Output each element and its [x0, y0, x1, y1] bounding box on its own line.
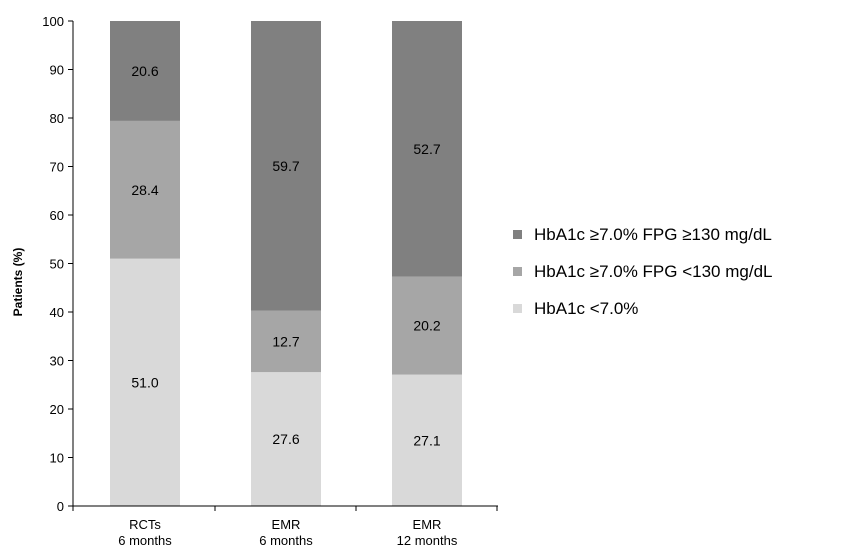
bar-segment	[251, 21, 321, 311]
data-label: 27.1	[413, 432, 440, 448]
data-label: 20.6	[131, 63, 158, 79]
legend-label: HbA1c ≥7.0% FPG ≥130 mg/dL	[534, 224, 772, 244]
y-tick-label: 30	[50, 354, 64, 369]
legend-swatch	[513, 230, 522, 239]
legend-item: HbA1c <7.0%	[513, 296, 772, 321]
y-axis-label: Patients (%)	[11, 248, 25, 317]
y-tick-label: 70	[50, 160, 64, 175]
legend-swatch	[513, 267, 522, 276]
bar-segment	[110, 258, 180, 506]
legend: HbA1c ≥7.0% FPG ≥130 mg/dL HbA1c ≥7.0% FP…	[513, 222, 772, 333]
y-tick-label: 90	[50, 63, 64, 78]
y-tick-label: 50	[50, 257, 64, 272]
legend-label: HbA1c ≥7.0% FPG <130 mg/dL	[534, 261, 773, 281]
data-label: 20.2	[413, 318, 440, 334]
bar-segment	[251, 310, 321, 373]
data-label: 59.7	[272, 158, 299, 174]
y-tick-label: 40	[50, 305, 64, 320]
x-tick-label: EMR 6 months	[259, 517, 313, 548]
legend-swatch	[513, 304, 522, 313]
data-label: 28.4	[131, 182, 158, 198]
data-label: 12.7	[272, 333, 299, 349]
y-tick-label: 20	[50, 402, 64, 417]
x-tick-label: RCTs 6 months	[118, 517, 172, 548]
x-tick-label: EMR 12 months	[397, 517, 458, 548]
legend-item: HbA1c ≥7.0% FPG <130 mg/dL	[513, 259, 772, 284]
y-tick-label: 10	[50, 451, 64, 466]
y-tick-label: 100	[42, 14, 64, 29]
bar-segment	[110, 21, 180, 121]
bar-segment	[251, 372, 321, 506]
bar-segment	[392, 374, 462, 506]
bar-segment	[110, 120, 180, 259]
y-tick-label: 60	[50, 208, 64, 223]
y-tick-label: 0	[57, 499, 64, 514]
y-tick-label: 80	[50, 111, 64, 126]
legend-item: HbA1c ≥7.0% FPG ≥130 mg/dL	[513, 222, 772, 247]
data-label: 52.7	[413, 141, 440, 157]
bar-segment	[392, 21, 462, 277]
bar-segment	[392, 276, 462, 375]
data-label: 27.6	[272, 431, 299, 447]
data-label: 51.0	[131, 374, 158, 390]
legend-label: HbA1c <7.0%	[534, 298, 639, 318]
